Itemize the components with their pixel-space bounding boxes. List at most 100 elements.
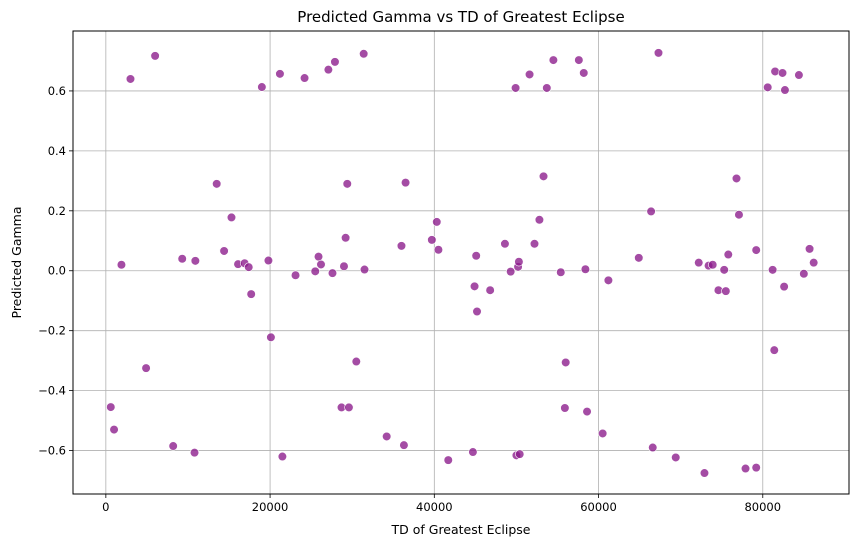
data-point xyxy=(266,332,276,342)
data-point xyxy=(257,82,267,92)
data-point xyxy=(275,69,285,79)
data-point xyxy=(574,55,584,65)
data-point xyxy=(515,449,525,459)
data-point xyxy=(468,447,478,457)
data-point xyxy=(432,217,442,227)
data-point xyxy=(399,440,409,450)
data-point xyxy=(708,260,718,270)
data-point xyxy=(263,255,274,266)
data-point xyxy=(316,259,326,270)
data-point xyxy=(799,269,809,279)
data-point xyxy=(339,261,349,271)
data-point xyxy=(582,406,592,417)
data-point xyxy=(734,210,744,220)
data-point xyxy=(323,65,333,75)
data-point xyxy=(471,251,481,261)
y-tick-label: 0.0 xyxy=(48,264,66,278)
data-point xyxy=(529,239,540,249)
data-point xyxy=(443,455,453,465)
data-point xyxy=(469,281,480,291)
data-point xyxy=(556,267,566,277)
x-axis-ticks: 0 20000 40000 60000 80000 xyxy=(102,494,781,514)
data-point xyxy=(506,267,516,277)
data-point xyxy=(751,245,761,255)
data-point xyxy=(396,241,407,251)
grid-lines xyxy=(73,31,849,494)
y-tick-label: −0.2 xyxy=(38,324,66,338)
x-tick-label: 80000 xyxy=(744,500,781,514)
data-point xyxy=(168,441,178,451)
data-points xyxy=(106,48,819,478)
data-point xyxy=(770,66,780,77)
y-tick-label: 0.6 xyxy=(48,84,66,98)
data-point xyxy=(534,215,545,225)
data-point xyxy=(433,245,444,255)
data-point xyxy=(212,179,222,189)
data-point xyxy=(359,49,369,59)
data-point xyxy=(310,266,320,276)
data-point xyxy=(299,73,310,83)
data-point xyxy=(560,403,570,413)
data-point xyxy=(313,252,324,262)
data-point xyxy=(359,264,370,275)
data-point xyxy=(804,244,815,254)
data-point xyxy=(648,442,658,453)
data-point xyxy=(723,249,733,260)
x-tick-label: 0 xyxy=(102,500,109,514)
data-point xyxy=(769,345,779,355)
data-point xyxy=(341,233,351,243)
data-point xyxy=(125,74,136,84)
data-point xyxy=(141,363,151,373)
data-point xyxy=(768,265,778,275)
data-point xyxy=(109,424,119,435)
data-point xyxy=(777,68,788,78)
data-point xyxy=(740,463,751,474)
y-axis-ticks: −0.6 −0.4 −0.2 0.0 0.2 0.4 0.6 xyxy=(38,84,73,458)
data-point xyxy=(751,463,761,473)
y-axis-label: Predicted Gamma xyxy=(9,206,24,318)
data-point xyxy=(226,212,237,222)
data-point xyxy=(246,289,256,299)
x-axis-label: TD of Greatest Eclipse xyxy=(391,522,531,537)
data-point xyxy=(794,70,804,80)
x-tick-label: 60000 xyxy=(580,500,617,514)
data-point xyxy=(514,257,524,267)
data-point xyxy=(524,69,535,80)
data-point xyxy=(598,428,608,439)
data-point xyxy=(653,48,664,58)
data-point xyxy=(427,235,437,245)
data-point xyxy=(542,83,552,93)
plot-frame xyxy=(72,30,850,495)
data-point xyxy=(382,431,392,442)
y-tick-label: 0.2 xyxy=(48,204,66,218)
y-tick-label: −0.6 xyxy=(38,444,66,458)
y-tick-label: 0.4 xyxy=(48,144,66,158)
data-point xyxy=(219,246,229,256)
data-point xyxy=(342,179,352,189)
data-point xyxy=(763,82,773,92)
data-point xyxy=(344,402,354,412)
data-point xyxy=(561,357,571,368)
data-point xyxy=(330,57,340,67)
data-point xyxy=(511,83,521,93)
data-point xyxy=(721,286,731,296)
data-point xyxy=(694,258,704,268)
y-tick-label: −0.4 xyxy=(38,384,66,398)
chart-title: Predicted Gamma vs TD of Greatest Eclips… xyxy=(297,8,624,26)
data-point xyxy=(538,171,549,181)
data-point xyxy=(699,468,710,478)
data-point xyxy=(290,270,301,280)
data-point xyxy=(400,178,411,188)
data-point xyxy=(277,451,287,462)
data-point xyxy=(719,265,729,275)
data-point xyxy=(731,173,742,184)
data-point xyxy=(580,264,591,274)
data-point xyxy=(327,268,338,278)
data-point xyxy=(548,55,558,65)
data-point xyxy=(106,402,116,412)
data-point xyxy=(603,275,613,285)
data-point xyxy=(472,306,482,317)
data-point xyxy=(177,254,187,264)
x-tick-label: 40000 xyxy=(416,500,453,514)
